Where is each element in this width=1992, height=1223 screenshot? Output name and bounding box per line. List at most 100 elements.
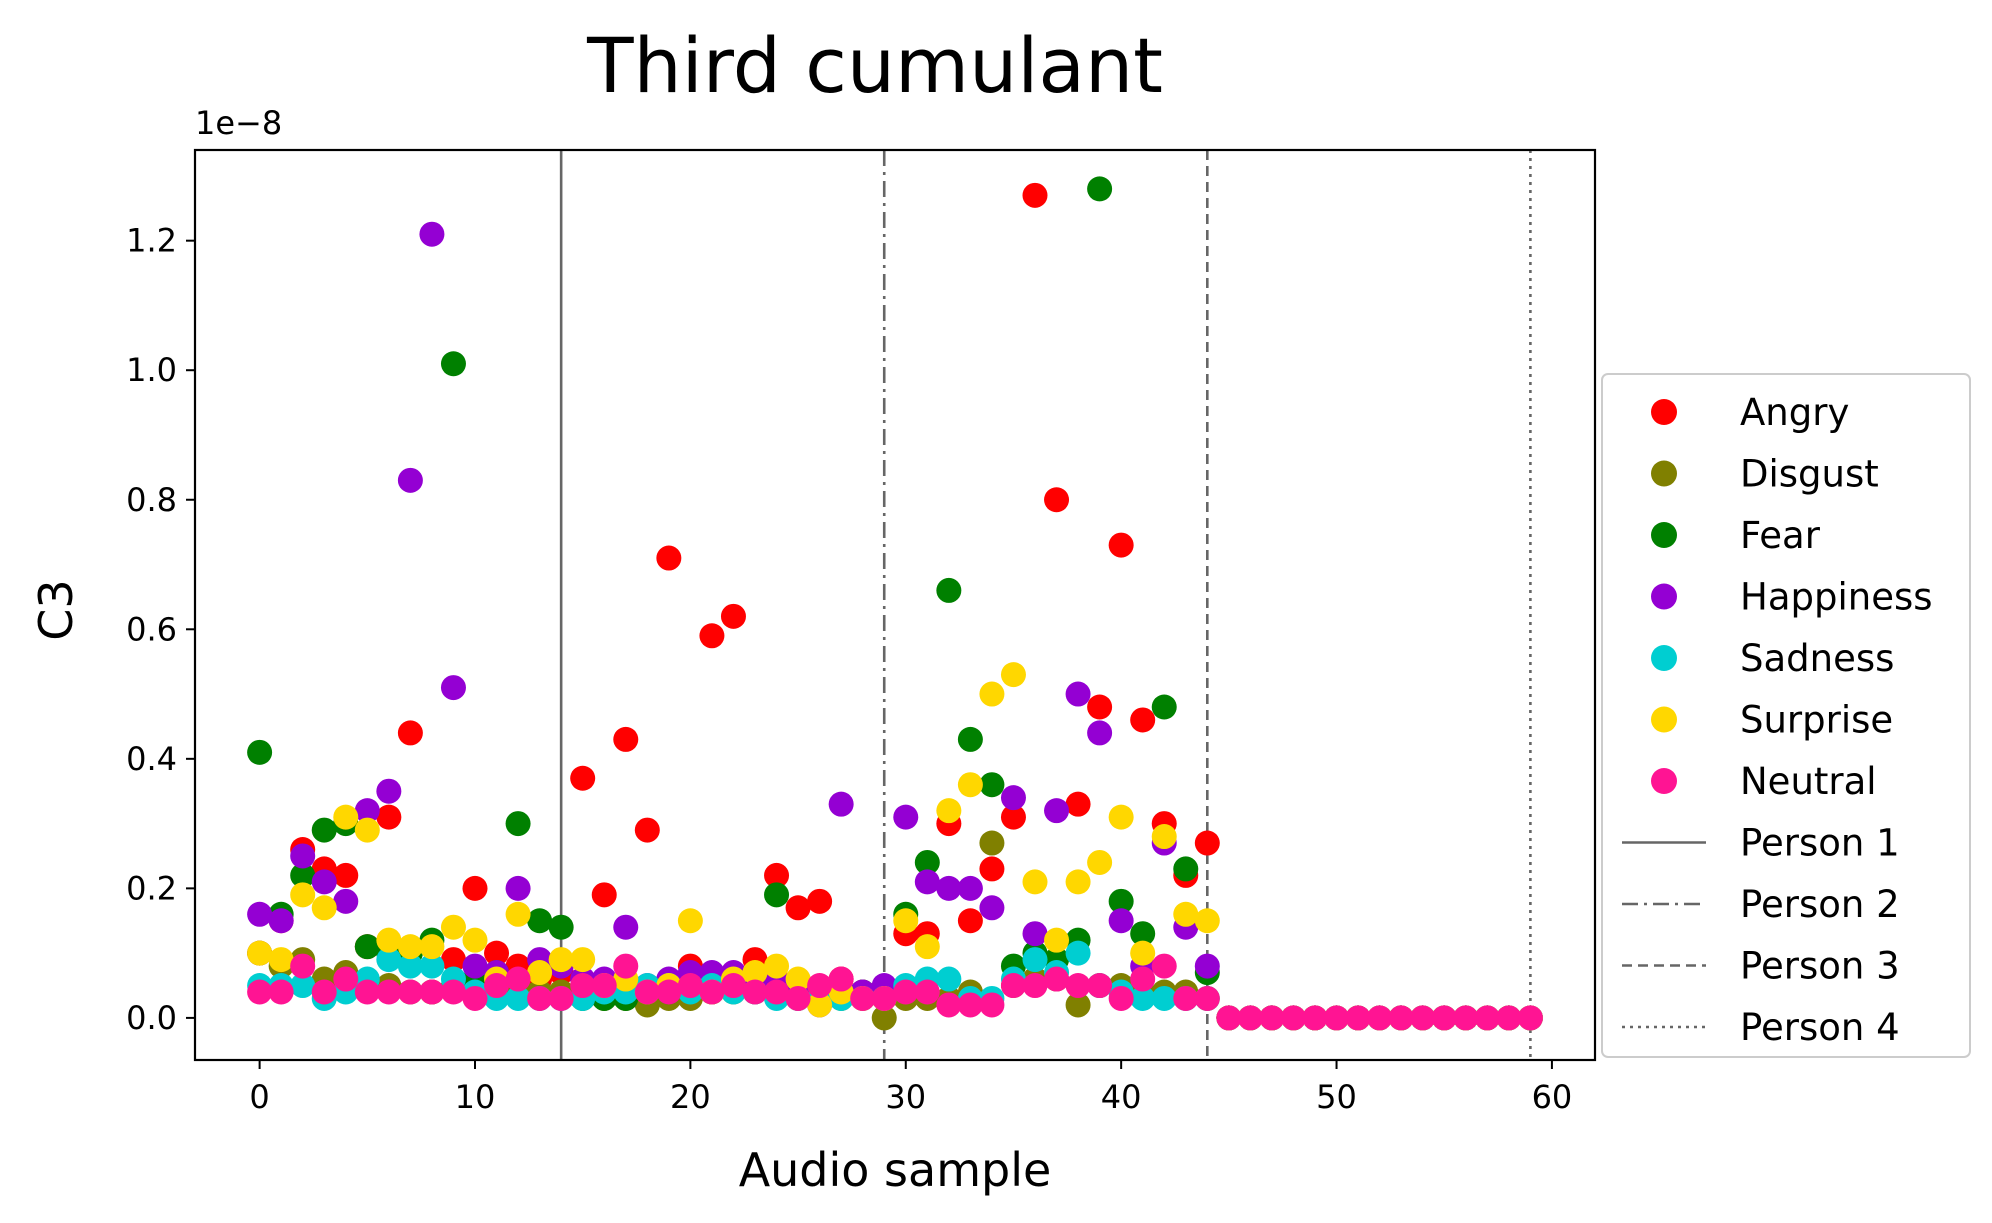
data-point-angry — [1065, 791, 1091, 817]
data-point-disgust — [871, 1005, 897, 1031]
data-point-happiness — [505, 875, 531, 901]
data-point-fear — [1151, 694, 1177, 720]
data-point-neutral — [742, 979, 768, 1005]
data-point-surprise — [742, 960, 768, 986]
data-point-surprise — [1108, 804, 1134, 830]
data-point-fear — [1130, 921, 1156, 947]
data-point-neutral — [440, 979, 466, 1005]
data-point-surprise — [505, 901, 531, 927]
scatter-points — [247, 176, 1543, 1031]
chart-title: Third cumulant — [586, 21, 1163, 110]
data-point-neutral — [462, 985, 488, 1011]
data-point-neutral — [850, 985, 876, 1011]
data-point-happiness — [311, 869, 337, 895]
data-point-angry — [484, 940, 510, 966]
data-point-neutral — [548, 985, 574, 1011]
y-tick-label: 1.0 — [126, 351, 177, 389]
data-point-angry — [376, 804, 402, 830]
data-point-neutral — [1431, 1005, 1457, 1031]
data-point-angry — [462, 875, 488, 901]
data-point-neutral — [828, 966, 854, 992]
legend-label-neutral: Neutral — [1740, 760, 1877, 803]
data-point-happiness — [376, 778, 402, 804]
data-point-angry — [397, 720, 423, 746]
data-point-angry — [634, 817, 660, 843]
data-point-happiness — [440, 675, 466, 701]
data-point-fear — [979, 772, 1005, 798]
data-point-surprise — [1000, 662, 1026, 688]
data-point-angry — [591, 882, 617, 908]
data-point-surprise — [1194, 908, 1220, 934]
data-point-surprise — [807, 992, 833, 1018]
data-point-surprise — [354, 817, 380, 843]
legend-label-fear: Fear — [1740, 514, 1821, 557]
data-point-neutral — [1474, 1005, 1500, 1031]
data-point-happiness — [333, 888, 359, 914]
data-point-happiness — [247, 901, 273, 927]
data-point-neutral — [354, 979, 380, 1005]
legend-label-surprise: Surprise — [1740, 699, 1893, 742]
legend-marker-neutral — [1651, 768, 1677, 794]
data-point-surprise — [1130, 940, 1156, 966]
data-point-surprise — [440, 914, 466, 940]
data-point-fear — [914, 849, 940, 875]
data-point-surprise — [268, 947, 294, 973]
y-axis-title: C3 — [29, 579, 83, 640]
data-point-happiness — [268, 908, 294, 934]
data-point-angry — [1130, 707, 1156, 733]
data-point-sadness — [1065, 940, 1091, 966]
data-point-neutral — [613, 953, 639, 979]
data-point-surprise — [914, 934, 940, 960]
data-point-neutral — [1367, 1005, 1393, 1031]
data-point-neutral — [268, 979, 294, 1005]
y-tick-label: 1.2 — [126, 222, 177, 260]
data-point-happiness — [1194, 953, 1220, 979]
legend-label-happiness: Happiness — [1740, 576, 1933, 619]
data-point-happiness — [828, 791, 854, 817]
y-axis-offset-label: 1e−8 — [195, 104, 282, 142]
y-tick-label: 0.2 — [126, 869, 177, 907]
legend: Angry Disgust Fear Happiness Sadness Surprise… — [1601, 373, 1971, 1058]
data-point-surprise — [764, 953, 790, 979]
data-point-angry — [656, 545, 682, 571]
data-point-neutral — [979, 992, 1005, 1018]
data-point-neutral — [484, 973, 510, 999]
data-point-angry — [613, 726, 639, 752]
y-tick-label: 0.8 — [126, 481, 177, 519]
data-point-sadness — [376, 947, 402, 973]
data-point-neutral — [1108, 985, 1134, 1011]
legend-marker-angry — [1651, 399, 1677, 425]
data-point-sadness — [936, 966, 962, 992]
data-point-angry — [570, 765, 596, 791]
x-tick-label: 60 — [1532, 1078, 1573, 1116]
data-point-happiness — [1022, 921, 1048, 947]
data-point-happiness — [354, 798, 380, 824]
data-point-neutral — [1517, 1005, 1543, 1031]
x-tick-label: 30 — [885, 1078, 926, 1116]
data-point-neutral — [1453, 1005, 1479, 1031]
data-point-surprise — [1065, 869, 1091, 895]
data-point-fear — [764, 882, 790, 908]
data-point-neutral — [1044, 966, 1070, 992]
data-point-surprise — [247, 940, 273, 966]
data-point-angry — [785, 895, 811, 921]
data-point-angry — [1000, 804, 1026, 830]
legend-marker-disgust — [1651, 460, 1677, 487]
data-point-angry — [957, 908, 983, 934]
data-point-angry — [1087, 694, 1113, 720]
data-point-neutral — [764, 979, 790, 1005]
data-point-surprise — [1151, 824, 1177, 850]
y-tick-label: 0.4 — [126, 740, 177, 778]
data-point-neutral — [527, 985, 553, 1011]
x-tick-label: 40 — [1101, 1078, 1142, 1116]
data-point-neutral — [419, 979, 445, 1005]
data-point-happiness — [936, 875, 962, 901]
data-point-fear — [311, 817, 337, 843]
legend-marker-sadness — [1651, 645, 1677, 671]
legend-label-angry: Angry — [1740, 391, 1849, 434]
plot-area-frame — [193, 148, 1597, 1062]
data-point-neutral — [656, 979, 682, 1005]
data-point-neutral — [311, 979, 337, 1005]
data-point-neutral — [1324, 1005, 1350, 1031]
